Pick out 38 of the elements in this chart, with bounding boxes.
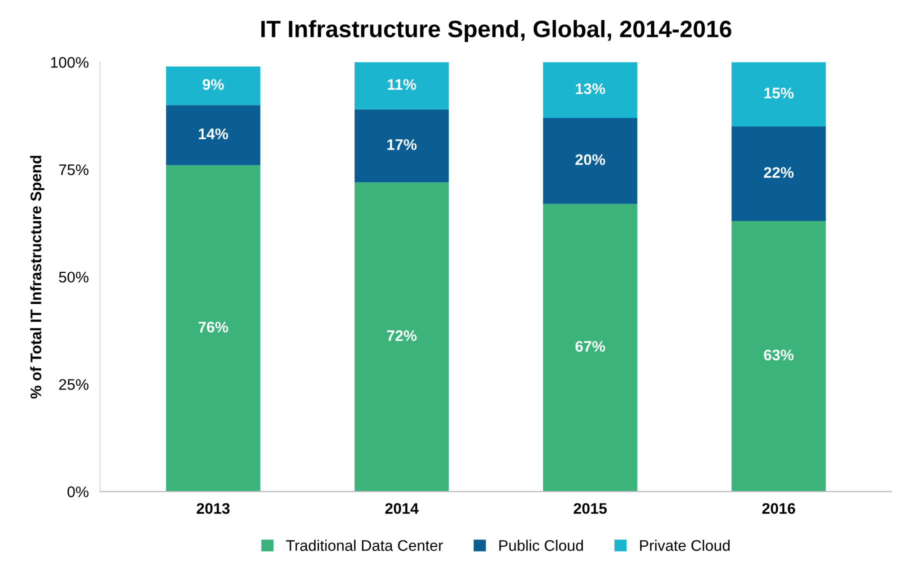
bar xyxy=(543,118,638,204)
legend-label: Private Cloud xyxy=(640,540,730,551)
y-tick-label: 50% xyxy=(59,272,88,283)
data-label: 9% xyxy=(202,79,224,90)
y-tick-label: 75% xyxy=(59,164,88,176)
data-label: 72% xyxy=(387,330,417,342)
bar xyxy=(732,62,826,127)
bar xyxy=(732,221,826,492)
chart-title: IT Infrastructure Spend, Global, 2014-2016 xyxy=(261,20,732,42)
data-label: 11% xyxy=(388,79,416,90)
bar xyxy=(543,62,638,118)
bar xyxy=(354,182,449,492)
bar xyxy=(166,66,260,106)
x-tick-label: 2014 xyxy=(385,503,419,514)
y-tick-label: 25% xyxy=(59,379,88,390)
bar xyxy=(732,126,826,222)
data-label: 13% xyxy=(576,83,606,94)
data-label: 76% xyxy=(198,322,228,332)
bar xyxy=(354,109,449,182)
x-tick-label: 2015 xyxy=(574,503,607,514)
legend-label: Traditional Data Center xyxy=(286,540,443,551)
y-tick-label: 100% xyxy=(51,57,88,68)
data-label: 14% xyxy=(198,128,228,140)
data-label: 15% xyxy=(764,88,794,98)
y-tick-label: 0% xyxy=(68,486,88,498)
bar xyxy=(166,165,260,492)
bar xyxy=(543,204,638,492)
data-label: 22% xyxy=(764,167,794,178)
legend-label: Public Cloud xyxy=(499,540,583,551)
y-axis-title: % of Total IT Infrastructure Spend xyxy=(30,156,44,399)
data-label: 63% xyxy=(764,350,794,360)
data-label: 67% xyxy=(575,340,606,352)
data-label: 20% xyxy=(575,154,606,166)
x-tick-label: 2013 xyxy=(196,503,230,514)
data-label: 17% xyxy=(387,139,417,150)
bar xyxy=(354,62,449,110)
x-tick-label: 2016 xyxy=(762,503,796,514)
bar xyxy=(166,105,260,166)
